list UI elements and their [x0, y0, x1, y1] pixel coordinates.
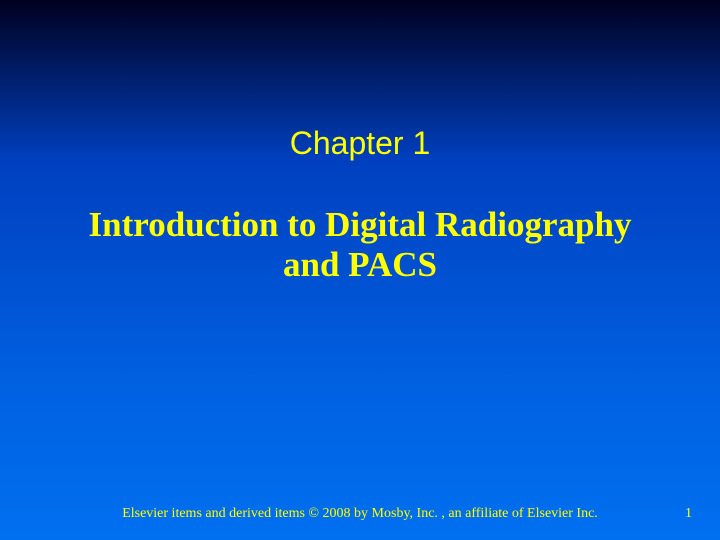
chapter-label: Chapter 1	[0, 125, 720, 162]
slide-title: Introduction to Digital Radiography and …	[0, 205, 720, 286]
slide-container: Chapter 1 Introduction to Digital Radiog…	[0, 0, 720, 540]
title-line-1: Introduction to Digital Radiography	[89, 205, 632, 244]
slide-footer: Elsevier items and derived items © 2008 …	[0, 506, 720, 522]
page-number: 1	[685, 506, 692, 522]
copyright-text: Elsevier items and derived items © 2008 …	[28, 506, 692, 522]
title-line-2: and PACS	[283, 245, 437, 284]
